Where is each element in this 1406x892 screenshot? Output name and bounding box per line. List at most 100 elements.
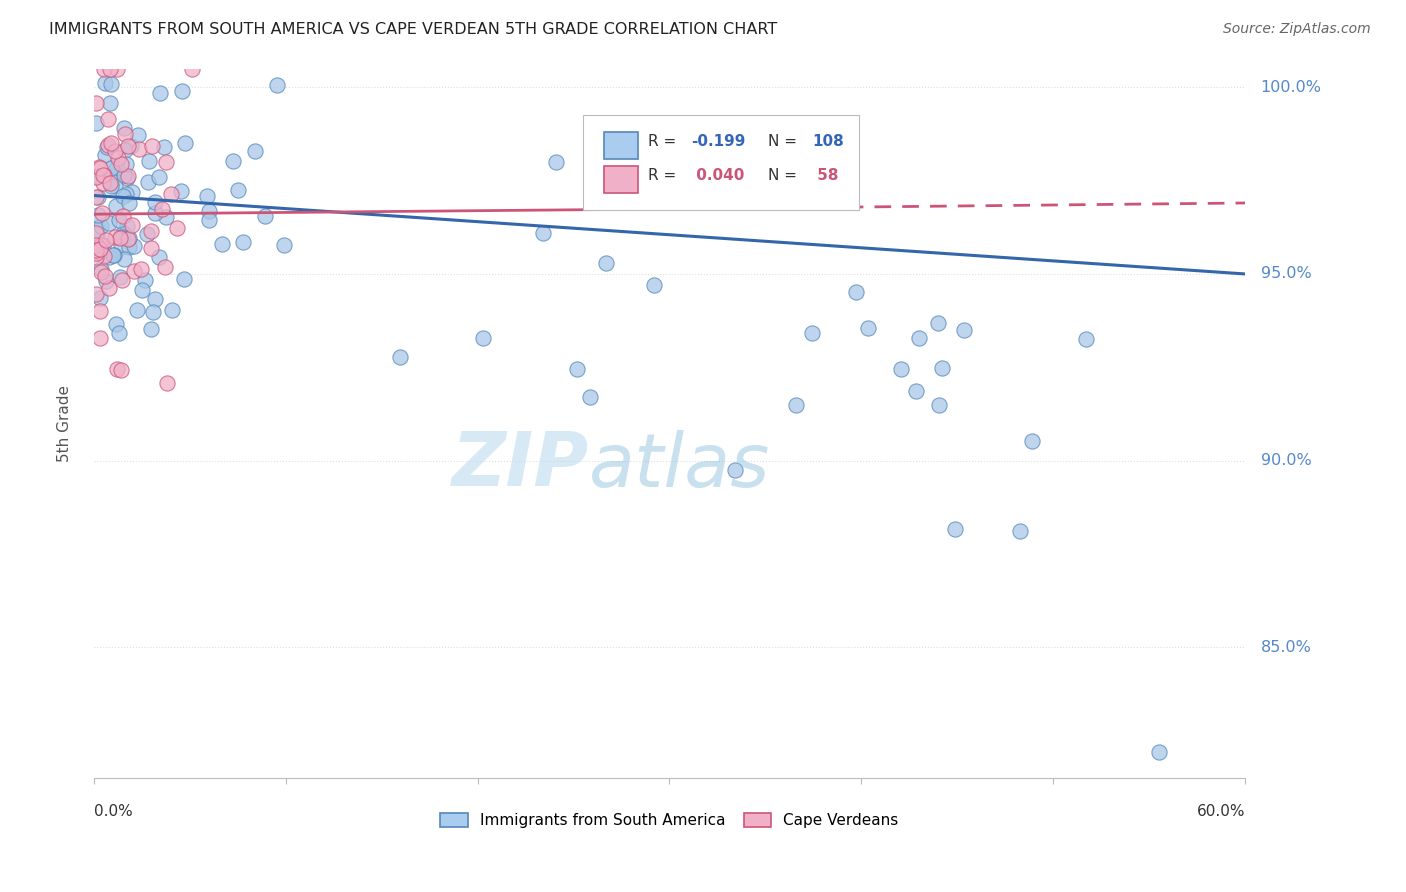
Point xyxy=(953,323,976,337)
Point xyxy=(124,239,146,253)
Text: 90.0%: 90.0% xyxy=(1261,453,1312,468)
Point xyxy=(86,227,108,242)
Point xyxy=(108,230,131,244)
Text: Source: ZipAtlas.com: Source: ZipAtlas.com xyxy=(1223,22,1371,37)
Point xyxy=(100,161,122,175)
Point xyxy=(153,139,176,153)
Point xyxy=(160,303,183,318)
Point xyxy=(110,270,132,285)
Point xyxy=(388,350,411,364)
Point xyxy=(114,156,136,170)
Point xyxy=(143,194,166,209)
Point xyxy=(110,240,132,254)
Point xyxy=(148,169,170,184)
Point xyxy=(104,144,127,158)
Point xyxy=(141,224,163,238)
Point xyxy=(104,317,127,331)
Point xyxy=(100,179,122,194)
Point xyxy=(1021,434,1043,448)
Point xyxy=(173,271,195,285)
Point xyxy=(111,230,134,244)
Point xyxy=(139,322,162,336)
Point xyxy=(134,273,156,287)
Point xyxy=(87,209,110,223)
Point xyxy=(105,62,128,76)
Point xyxy=(105,362,128,376)
Point xyxy=(89,160,111,174)
Point xyxy=(115,187,138,202)
Point xyxy=(112,210,135,224)
Point xyxy=(723,462,745,476)
Point xyxy=(100,77,122,91)
Text: 108: 108 xyxy=(813,134,844,149)
Point xyxy=(155,210,177,224)
Point xyxy=(254,209,277,223)
Point xyxy=(114,127,136,141)
Point xyxy=(111,226,134,240)
Point xyxy=(856,321,879,335)
Point xyxy=(84,250,107,264)
Point xyxy=(170,83,193,97)
Point xyxy=(170,184,193,198)
FancyBboxPatch shape xyxy=(603,166,638,193)
Point xyxy=(222,154,245,169)
Point xyxy=(91,238,114,252)
Point xyxy=(98,176,121,190)
Point xyxy=(89,161,111,176)
Point xyxy=(148,250,170,264)
Point xyxy=(94,76,117,90)
Y-axis label: 5th Grade: 5th Grade xyxy=(58,384,72,462)
Point xyxy=(97,250,120,264)
Point xyxy=(89,303,111,318)
Point xyxy=(145,206,167,220)
Point xyxy=(98,216,121,230)
Point xyxy=(112,252,135,267)
Point xyxy=(90,265,112,279)
Point xyxy=(155,260,177,274)
Point xyxy=(121,219,143,233)
Point xyxy=(138,154,160,169)
Point xyxy=(928,398,950,412)
Point xyxy=(93,148,115,162)
Point xyxy=(114,143,136,157)
Point xyxy=(96,140,118,154)
Point xyxy=(107,151,129,165)
Point xyxy=(112,168,135,182)
Point xyxy=(103,248,125,262)
Point xyxy=(143,292,166,306)
Point xyxy=(93,249,115,263)
Point xyxy=(96,274,118,288)
Point xyxy=(89,237,111,252)
Point xyxy=(531,227,554,241)
Point xyxy=(84,190,107,204)
Text: 0.0%: 0.0% xyxy=(94,805,132,820)
Point xyxy=(90,262,112,277)
Point xyxy=(125,302,148,317)
Point xyxy=(155,155,177,169)
Point xyxy=(110,157,132,171)
Point xyxy=(243,144,266,158)
Point xyxy=(105,161,128,175)
Text: 85.0%: 85.0% xyxy=(1261,640,1312,655)
Point xyxy=(84,169,107,184)
Point xyxy=(118,231,141,245)
Point xyxy=(141,139,163,153)
Point xyxy=(101,248,124,262)
Point xyxy=(93,62,115,76)
Text: 58: 58 xyxy=(813,169,839,183)
Point xyxy=(112,120,135,135)
Point xyxy=(108,212,131,227)
Point xyxy=(84,243,107,257)
Point xyxy=(166,220,188,235)
Point xyxy=(89,242,111,256)
Point xyxy=(1074,332,1097,346)
Point xyxy=(90,219,112,233)
Point xyxy=(1147,745,1170,759)
Point xyxy=(97,112,120,126)
Point xyxy=(160,187,183,202)
FancyBboxPatch shape xyxy=(603,132,638,159)
Point xyxy=(94,233,117,247)
Point xyxy=(197,213,219,227)
Point xyxy=(927,316,949,330)
Text: 60.0%: 60.0% xyxy=(1197,805,1246,820)
